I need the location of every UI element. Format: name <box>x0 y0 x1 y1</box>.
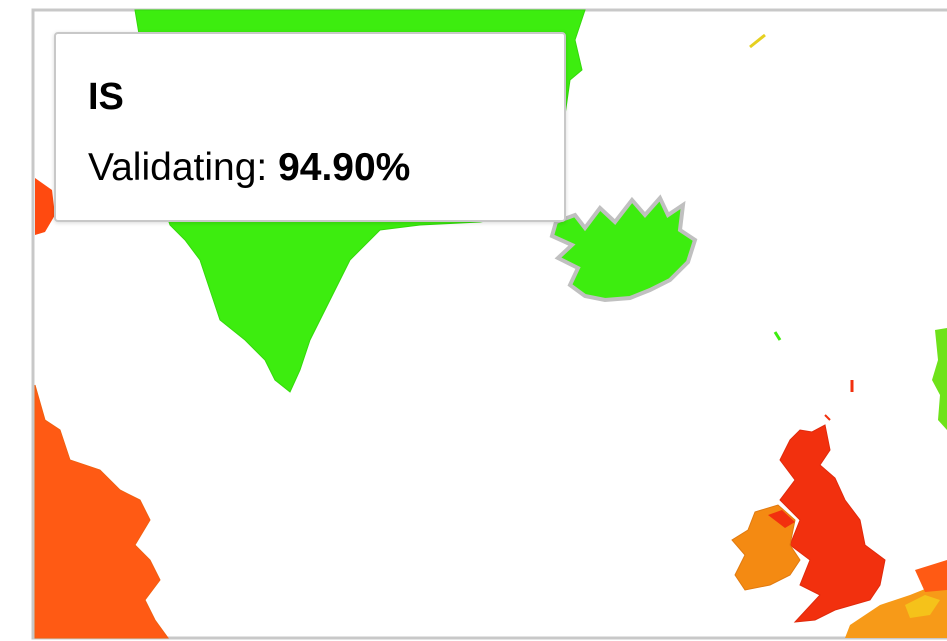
canada <box>34 384 169 639</box>
island <box>749 33 766 49</box>
island <box>824 414 831 421</box>
northern-ireland <box>768 510 795 528</box>
tooltip-country: IS <box>88 76 124 118</box>
great-britain <box>779 424 886 623</box>
norway <box>932 328 947 430</box>
region-left <box>35 178 55 235</box>
region-se <box>915 560 947 592</box>
tooltip: IS Validating: 94.90% <box>54 32 566 222</box>
iceland[interactable] <box>549 194 698 303</box>
france <box>845 580 947 638</box>
tooltip-value: 94.90% <box>278 146 411 189</box>
tooltip-line: Validating: 94.90% <box>88 146 410 190</box>
island <box>773 331 782 341</box>
tooltip-label: Validating: <box>88 146 268 189</box>
benelux <box>905 595 940 618</box>
